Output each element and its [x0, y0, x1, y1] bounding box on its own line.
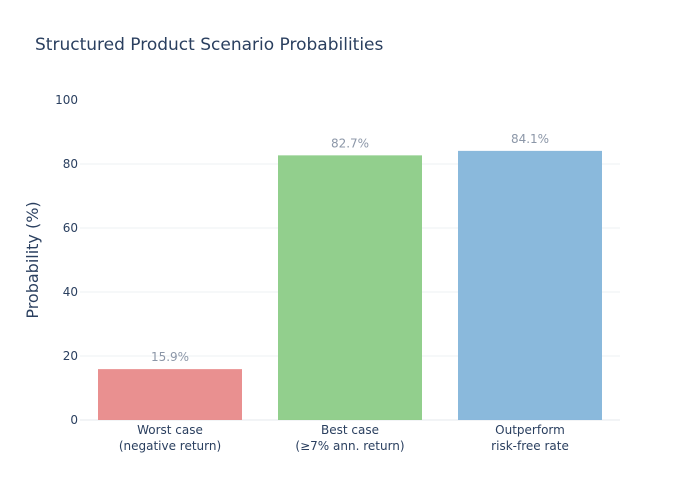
- bar: [278, 155, 422, 421]
- y-tick-label: 20: [63, 349, 78, 363]
- y-axis-label: Probability (%): [23, 201, 42, 318]
- data-label: 15.9%: [151, 350, 189, 364]
- y-tick-label: 0: [70, 413, 78, 427]
- data-labels: 15.9% 82.7% 84.1%: [151, 132, 549, 364]
- x-tick-label: Best case (≥7% ann. return): [295, 423, 404, 453]
- chart-title: Structured Product Scenario Probabilitie…: [35, 35, 384, 55]
- y-tick-label: 100: [55, 93, 78, 107]
- x-tick-labels: Worst case (negative return) Best case (≥7%…: [119, 423, 569, 453]
- bars: [98, 150, 602, 421]
- y-tick-label: 80: [63, 157, 78, 171]
- data-label: 84.1%: [511, 132, 549, 146]
- data-label: 82.7%: [331, 136, 369, 150]
- x-tick-label: Worst case (negative return): [119, 423, 221, 453]
- y-tick-label: 60: [63, 221, 78, 235]
- y-tick-labels: 0 20 40 60 80 100: [55, 93, 78, 427]
- bar: [458, 150, 602, 420]
- x-tick-label: Outperform risk-free rate: [491, 423, 569, 453]
- bar: [98, 369, 242, 420]
- y-tick-label: 40: [63, 285, 78, 299]
